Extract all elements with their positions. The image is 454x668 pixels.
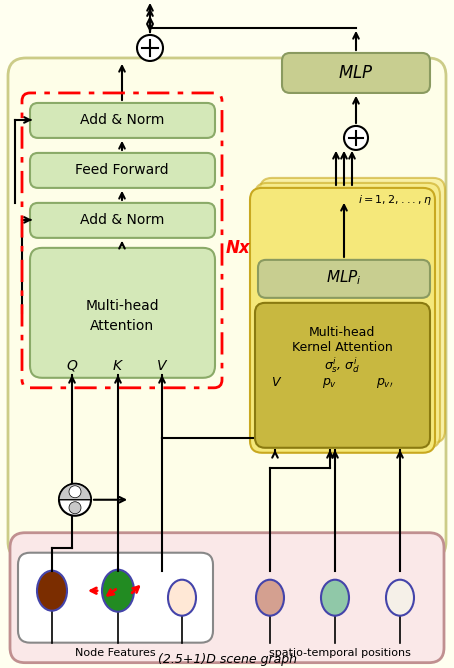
Circle shape [137, 35, 163, 61]
Text: Q: Q [67, 359, 78, 373]
FancyBboxPatch shape [258, 260, 430, 298]
Text: V: V [157, 359, 167, 373]
FancyBboxPatch shape [255, 183, 440, 448]
FancyBboxPatch shape [282, 53, 430, 93]
Text: Add & Norm: Add & Norm [80, 113, 164, 127]
Text: Add & Norm: Add & Norm [80, 213, 164, 227]
Circle shape [69, 486, 81, 498]
Text: Kernel Attention: Kernel Attention [291, 341, 392, 354]
Text: $i = 1, 2, ..., \eta$: $i = 1, 2, ..., \eta$ [358, 193, 432, 207]
FancyBboxPatch shape [260, 178, 445, 443]
Text: Multi-head: Multi-head [85, 299, 159, 313]
Text: $MLP$: $MLP$ [338, 64, 374, 82]
Text: Feed Forward: Feed Forward [75, 163, 169, 177]
FancyBboxPatch shape [8, 58, 446, 560]
FancyBboxPatch shape [30, 203, 215, 238]
Ellipse shape [168, 580, 196, 616]
FancyBboxPatch shape [255, 303, 430, 448]
Text: $p_v$: $p_v$ [322, 376, 338, 390]
FancyBboxPatch shape [10, 532, 444, 663]
Text: spatio-temporal positions: spatio-temporal positions [269, 648, 411, 658]
FancyBboxPatch shape [250, 188, 435, 453]
Circle shape [59, 484, 91, 516]
Circle shape [344, 126, 368, 150]
Text: Node Features: Node Features [75, 648, 155, 658]
Wedge shape [59, 484, 91, 500]
Ellipse shape [37, 570, 67, 611]
Text: K: K [113, 359, 122, 373]
FancyBboxPatch shape [30, 248, 215, 378]
Text: $\sigma_s^i$, $\sigma_d^i$: $\sigma_s^i$, $\sigma_d^i$ [324, 355, 360, 375]
Text: V: V [271, 376, 279, 389]
FancyBboxPatch shape [30, 153, 215, 188]
Text: $MLP_i$: $MLP_i$ [326, 269, 362, 287]
Text: (2.5+1)D scene graph: (2.5+1)D scene graph [158, 653, 296, 666]
Text: Attention: Attention [90, 319, 154, 333]
FancyBboxPatch shape [30, 103, 215, 138]
Ellipse shape [321, 580, 349, 616]
Ellipse shape [386, 580, 414, 616]
Ellipse shape [102, 570, 134, 612]
Text: Nx: Nx [226, 239, 250, 257]
FancyBboxPatch shape [18, 552, 213, 643]
Ellipse shape [256, 580, 284, 616]
Circle shape [69, 502, 81, 514]
Text: Multi-head: Multi-head [309, 327, 375, 339]
Text: $p_{v\prime}$: $p_{v\prime}$ [376, 376, 394, 390]
